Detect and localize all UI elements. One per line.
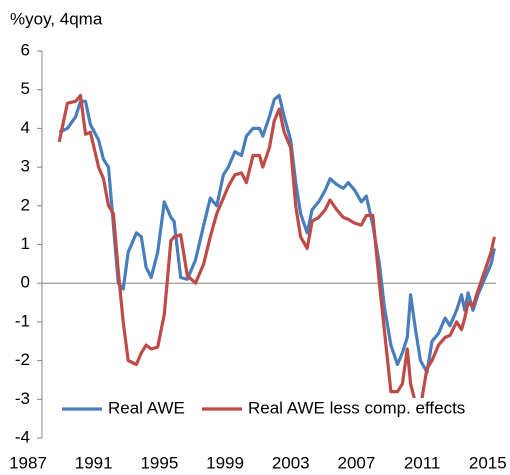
series-line [58,93,496,374]
x-tick-label: 1991 [75,453,113,472]
legend-label: Real AWE [108,398,185,417]
y-tick-label: 5 [21,79,30,98]
y-tick-label: -3 [15,389,30,408]
legend-label: Real AWE less comp. effects [248,398,465,417]
x-tick-label: 2007 [338,453,376,472]
x-tick-label: 1995 [140,453,178,472]
series-line [57,93,496,409]
x-tick-label: 1999 [206,453,244,472]
y-tick-label: 0 [21,273,30,292]
y-axis-label: %yoy, 4qma [10,9,103,28]
legend-bg [198,398,454,420]
y-tick-label: -4 [15,427,30,446]
x-tick-label: 2015 [469,453,507,472]
y-tick-label: 1 [21,234,30,253]
y-tick-label: 6 [21,40,30,59]
y-tick-label: -2 [15,350,30,369]
y-tick-label: 4 [21,118,30,137]
x-tick-label: 2011 [404,453,441,472]
legend-bg [58,398,192,420]
x-tick-label: 2003 [272,453,310,472]
x-tick-label: 1987 [9,453,47,472]
y-tick-label: 3 [21,157,30,176]
y-tick-label: -1 [15,311,30,330]
y-tick-label: 2 [21,195,30,214]
